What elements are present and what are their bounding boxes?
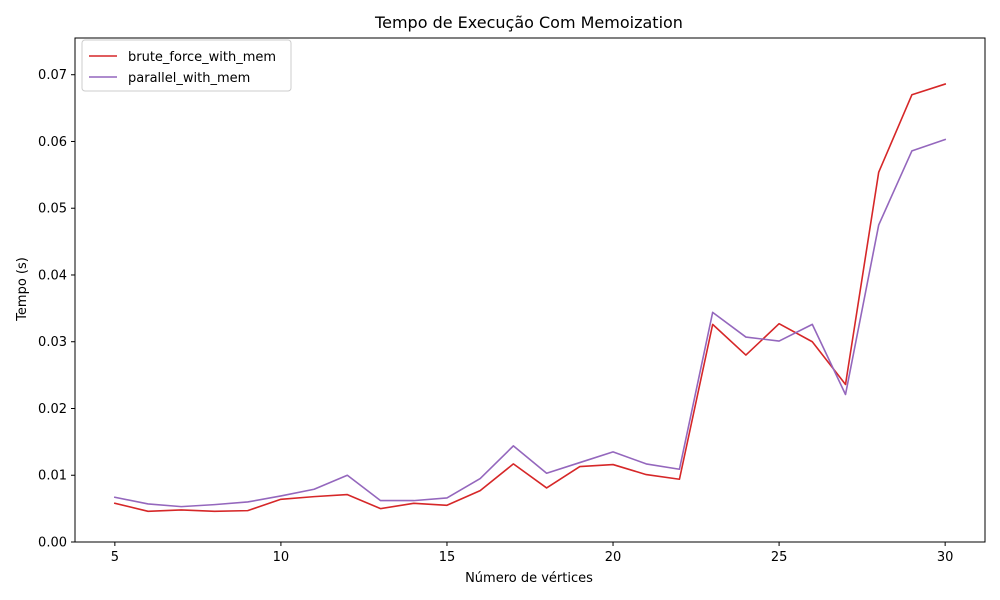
x-tick-label: 30 xyxy=(937,550,954,565)
y-tick-label: 0.07 xyxy=(38,68,67,83)
x-tick-label: 5 xyxy=(111,550,119,565)
x-tick-label: 25 xyxy=(771,550,788,565)
x-axis-label: Número de vértices xyxy=(465,571,593,586)
chart-title: Tempo de Execução Com Memoization xyxy=(374,13,683,32)
legend-label-parallel-with-mem: parallel_with_mem xyxy=(128,71,250,86)
legend: brute_force_with_mem parallel_with_mem xyxy=(81,39,292,92)
axes-frame xyxy=(74,37,986,543)
legend-label-brute-force-with-mem: brute_force_with_mem xyxy=(128,50,276,65)
x-tick-label: 10 xyxy=(273,550,290,565)
y-tick-label: 0.02 xyxy=(38,402,67,417)
y-tick-label: 0.03 xyxy=(38,335,67,350)
series-line-brute-force-with-mem xyxy=(113,83,947,513)
series-lines xyxy=(113,83,947,513)
plot-area xyxy=(75,38,985,542)
y-tick-label: 0.00 xyxy=(38,536,67,551)
x-tick-label: 15 xyxy=(439,550,456,565)
y-tick-label: 0.06 xyxy=(38,135,67,150)
legend-box xyxy=(81,39,292,92)
plot-background xyxy=(75,38,985,542)
y-tick-label: 0.04 xyxy=(38,268,67,283)
x-tick-label: 20 xyxy=(605,550,622,565)
axes-border xyxy=(74,37,986,543)
y-tick-label: 0.05 xyxy=(38,202,67,217)
y-tick-label: 0.01 xyxy=(38,469,67,484)
y-axis-ticks: 0.00 0.01 0.02 0.03 0.04 0.05 0.06 0.07 xyxy=(38,68,75,551)
y-axis-label: Tempo (s) xyxy=(15,257,30,322)
series-line-parallel-with-mem xyxy=(113,138,947,508)
x-axis-ticks: 5 10 15 20 25 30 xyxy=(111,542,954,565)
